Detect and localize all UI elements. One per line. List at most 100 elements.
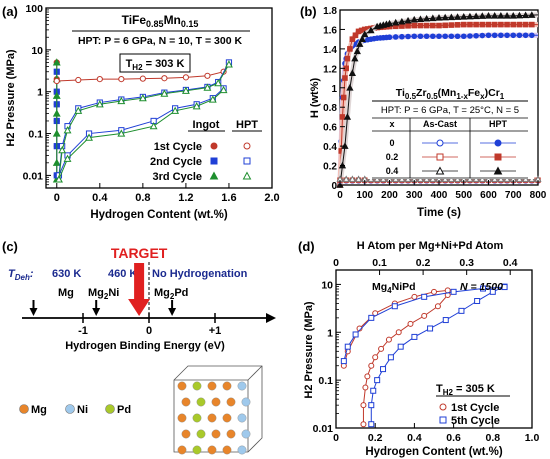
panel-b-point bbox=[398, 17, 406, 25]
crystal-atom bbox=[237, 413, 247, 423]
panel-b-point bbox=[417, 33, 424, 40]
panel-a-xtick-label: 1.2 bbox=[178, 192, 193, 204]
panel-b-point bbox=[484, 11, 493, 19]
panel-d-point bbox=[352, 331, 359, 338]
panel-b-point bbox=[448, 22, 455, 28]
panel-b-point bbox=[478, 12, 486, 19]
panel-b-point bbox=[460, 21, 467, 28]
panel-d-top-xtick-label: 0 bbox=[333, 257, 339, 269]
panel-b-point bbox=[351, 54, 359, 62]
panel-d-point bbox=[387, 354, 394, 361]
panel-d-legend-marker bbox=[439, 416, 447, 424]
panel-b-point bbox=[485, 32, 492, 39]
panel-b-point bbox=[404, 16, 412, 24]
crystal-edge bbox=[247, 365, 263, 381]
panel-a-temp-box bbox=[119, 53, 191, 73]
panel-b-point bbox=[348, 69, 357, 76]
panel-d-point bbox=[489, 288, 496, 295]
panel-a-point bbox=[214, 79, 223, 87]
panel-d-ytick-label: 1 bbox=[327, 327, 333, 339]
panel-d-label: (d) bbox=[298, 239, 315, 254]
panel-b-point bbox=[405, 33, 411, 40]
panel-b-point bbox=[353, 47, 361, 55]
panel-b-point bbox=[485, 21, 492, 28]
atom-legend-label: Pd bbox=[117, 404, 131, 416]
panel-a-legend-row: 3rd Cycle bbox=[152, 171, 202, 183]
panel-b-point bbox=[528, 11, 536, 18]
panel-b-point bbox=[344, 55, 351, 62]
panel-d-point bbox=[370, 387, 377, 394]
panel-d-ytick-label: 0.01 bbox=[313, 423, 334, 435]
crystal-atom bbox=[211, 429, 221, 439]
panel-b-table-row: 0.4 bbox=[386, 166, 399, 176]
panel-b-ytick-label: 0.8 bbox=[323, 103, 337, 114]
panel-b-point bbox=[504, 21, 510, 28]
panel-b-point bbox=[510, 32, 517, 39]
panel-a-point bbox=[192, 102, 201, 110]
panel-d-point bbox=[368, 402, 375, 409]
panel-b-point bbox=[442, 22, 448, 29]
panel-a-point bbox=[52, 158, 61, 166]
crystal-atom bbox=[196, 429, 206, 439]
panel-b-point bbox=[448, 33, 455, 40]
panel-a-point bbox=[74, 106, 83, 114]
panel-d-point bbox=[480, 285, 486, 292]
panel-d-point bbox=[397, 343, 404, 350]
panel-a-point bbox=[53, 77, 60, 85]
panel-b-point bbox=[529, 21, 535, 28]
panel-d-point bbox=[374, 377, 381, 384]
panel-d-xtick-label: 0.8 bbox=[485, 432, 500, 444]
panel-a-legend-marker bbox=[210, 142, 218, 150]
panel-b-point bbox=[498, 32, 504, 39]
panel-b-point bbox=[503, 11, 511, 19]
panel-b-xtick-label: 300 bbox=[406, 190, 423, 201]
panel-b-point bbox=[430, 22, 436, 29]
marker-arrow-head bbox=[168, 308, 177, 316]
crystal-structure bbox=[173, 365, 263, 455]
panel-b-point bbox=[521, 11, 530, 19]
marker-arrow-head bbox=[29, 308, 38, 316]
panel-a-point bbox=[95, 100, 104, 108]
crystal-atom bbox=[177, 445, 187, 455]
panel-b-table-marker bbox=[493, 166, 503, 175]
panel-a-label: (a) bbox=[2, 4, 18, 19]
panel-d-point bbox=[385, 336, 392, 343]
crystal-atom bbox=[207, 413, 217, 423]
panel-b-ytick-label: 1.8 bbox=[323, 6, 337, 17]
panel-d-point bbox=[421, 293, 428, 300]
panel-d-point bbox=[344, 343, 351, 350]
panel-b-point bbox=[473, 21, 479, 28]
panel-a: (a) 0 0.4 0.8 1.2 1.6 2.0 0.01 0.1 1 10 100 TiFe0.… bbox=[2, 3, 280, 221]
panel-b-point bbox=[441, 13, 449, 21]
panel-c-tdeh: TDeh: bbox=[8, 268, 34, 282]
panel-d-ytick-label: 10 bbox=[321, 279, 333, 291]
panel-b-point bbox=[399, 33, 405, 40]
panel-b-point bbox=[515, 11, 524, 19]
panel-b-point bbox=[361, 30, 369, 38]
panel-a-point bbox=[75, 76, 82, 84]
panel-b-point bbox=[516, 32, 523, 39]
panel-a-xtick-label: 1.6 bbox=[221, 192, 236, 204]
panel-b-point bbox=[417, 22, 424, 29]
marker-temperature: 460 K bbox=[108, 268, 137, 280]
crystal-atom bbox=[192, 413, 202, 423]
panel-a-point bbox=[54, 175, 63, 183]
panel-b-point bbox=[392, 34, 399, 40]
panel-b-point bbox=[340, 94, 347, 101]
panel-b-point bbox=[447, 13, 456, 21]
panel-a-point bbox=[219, 85, 228, 94]
panel-d-point bbox=[411, 333, 418, 340]
panel-b-xtick-label: 0 bbox=[337, 190, 343, 201]
panel-b-point bbox=[346, 83, 354, 91]
panel-b: (b) 0 100 200 300 400 500 600 700 800 0 0.2 0.4 0.6 0… bbox=[300, 4, 547, 219]
panel-b-title: Ti0.5Zr0.5(Mn1-xFex)Cr1 bbox=[396, 87, 505, 101]
crystal-atom bbox=[196, 397, 206, 407]
crystal-atom bbox=[207, 445, 217, 455]
panel-d-point bbox=[411, 293, 418, 300]
panel-d-point bbox=[340, 358, 347, 365]
panel-b-point bbox=[454, 33, 461, 40]
panel-d-point bbox=[372, 354, 379, 361]
panel-d-series-line bbox=[343, 289, 449, 425]
panel-a-xtick-label: 2.0 bbox=[264, 192, 279, 204]
